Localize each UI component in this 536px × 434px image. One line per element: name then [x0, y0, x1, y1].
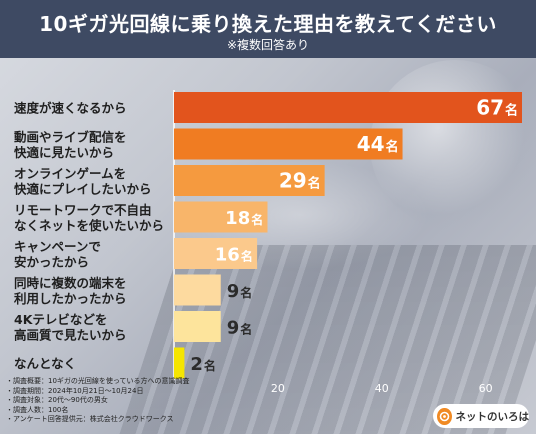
- category-label: 同時に複数の端末を利用したかったから: [14, 275, 127, 306]
- data-label-unit: 名: [308, 176, 321, 192]
- category-label-line: オンラインゲームを: [14, 166, 126, 181]
- brand-logo: ネットのいろは: [433, 404, 529, 428]
- category-label-line: 同時に複数の端末を: [14, 275, 127, 290]
- x-tick-label: 40: [375, 382, 389, 395]
- category-label-line: リモートワークで不自由: [14, 202, 152, 217]
- bar: [174, 347, 185, 379]
- data-label: 16名: [215, 245, 253, 266]
- data-label-unit: 名: [204, 358, 216, 373]
- data-label: 9名: [227, 281, 253, 302]
- data-label: 2名: [190, 354, 216, 375]
- note-line: ・アンケート回答提供元：株式会社クラウドワークス: [6, 415, 174, 424]
- note-line: ・調査概要：10ギガの光回線を使っている方への意識調査: [6, 377, 190, 385]
- data-label-unit: 名: [251, 212, 263, 227]
- bar: [174, 128, 403, 160]
- data-label: 29名: [279, 169, 321, 193]
- category-label-line: 安かったから: [14, 254, 89, 269]
- data-label-value: 29: [279, 169, 307, 193]
- logo-text: ネットのいろは: [455, 410, 530, 423]
- bar: [174, 238, 258, 269]
- bar: [174, 92, 522, 123]
- data-label-unit: 名: [240, 322, 252, 337]
- category-label-line: 高画質で見たいから: [14, 327, 127, 342]
- x-tick-label: 60: [479, 382, 493, 395]
- data-label-unit: 名: [241, 249, 253, 264]
- data-label: 44名: [357, 132, 399, 156]
- data-label-unit: 名: [240, 285, 252, 300]
- category-label: 動画やライブ配信を快適に見たいから: [14, 129, 127, 160]
- data-label-value: 67: [476, 96, 504, 120]
- category-label-line: 4Kテレビなどを: [14, 312, 107, 327]
- category-label-line: 利用したかったから: [14, 291, 127, 306]
- category-label-line: キャンペーンで: [14, 239, 101, 254]
- data-label-value: 9: [227, 281, 240, 302]
- data-label-value: 44: [357, 132, 385, 156]
- logo-mark-icon: [437, 407, 452, 425]
- data-label: 67名: [476, 96, 518, 120]
- category-label: キャンペーンで安かったから: [14, 239, 101, 270]
- chart-title: 10ギガ光回線に乗り換えた理由を教えてください: [39, 12, 497, 36]
- data-label-value: 16: [215, 245, 240, 266]
- data-label: 9名: [227, 318, 253, 339]
- data-label: 18名: [225, 208, 263, 229]
- category-label: 速度が速くなるから: [14, 101, 127, 116]
- category-label-line: 速度が速くなるから: [14, 101, 127, 116]
- note-line: ・調査期間：2024年10月21日～10月24日: [6, 386, 144, 395]
- category-label: なんとなく: [14, 356, 76, 371]
- data-label-value: 18: [225, 208, 250, 229]
- category-label-line: 動画やライブ配信を: [14, 129, 127, 144]
- x-tick-label: 20: [271, 382, 285, 395]
- category-label-line: なんとなく: [14, 356, 76, 371]
- note-line: ・調査人数：100名: [6, 405, 69, 414]
- note-line: ・調査対象：20代～90代の男女: [6, 396, 108, 405]
- category-label-line: 快適にプレイしたいから: [14, 181, 152, 196]
- category-label-line: 快適に見たいから: [14, 145, 114, 160]
- survey-notes: ・調査概要：10ギガの光回線を使っている方への意識調査 ・調査期間：2024年1…: [6, 377, 336, 425]
- bar: [174, 201, 268, 233]
- title-banner: 10ギガ光回線に乗り換えた理由を教えてください ※複数回答あり: [0, 0, 536, 58]
- data-label-unit: 名: [386, 139, 399, 155]
- chart-subtitle: ※複数回答あり: [226, 38, 310, 52]
- bar: [174, 165, 325, 196]
- data-label-unit: 名: [505, 103, 518, 119]
- bar: [174, 311, 221, 342]
- data-label-value: 9: [227, 318, 240, 339]
- category-label: リモートワークで不自由なくネットを使いたいから: [14, 202, 164, 233]
- category-label: 4Kテレビなどを高画質で見たいから: [14, 312, 127, 343]
- data-label-value: 2: [190, 354, 203, 375]
- category-label-line: なくネットを使いたいから: [14, 218, 164, 233]
- bar: [174, 274, 221, 306]
- category-label: オンラインゲームを快適にプレイしたいから: [14, 166, 152, 197]
